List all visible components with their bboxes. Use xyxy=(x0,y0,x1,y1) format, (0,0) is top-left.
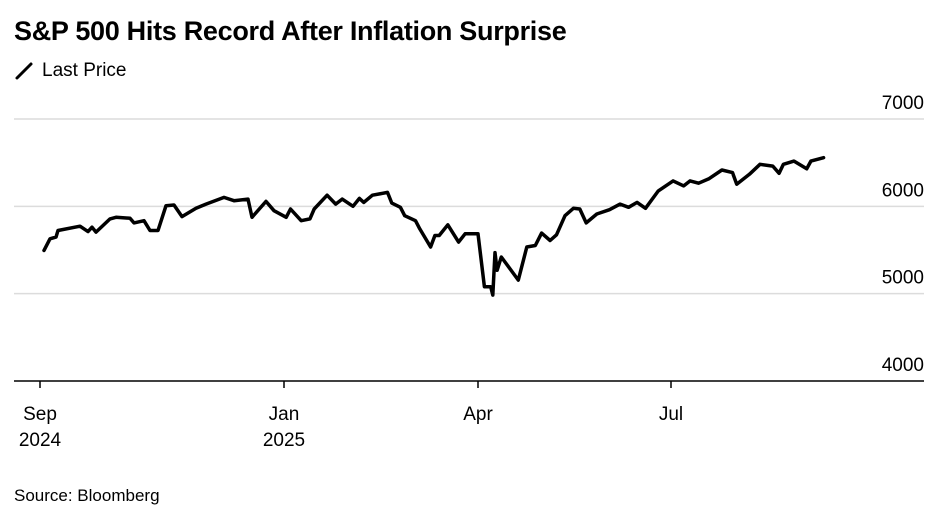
y-tick-label: 5000 xyxy=(882,268,924,289)
y-tick-label: 6000 xyxy=(882,180,924,201)
x-tick-label: Jul xyxy=(659,404,683,425)
series-line-last-price xyxy=(42,155,826,297)
source-note: Source: Bloomberg xyxy=(14,486,160,505)
x-tick-label: Sep xyxy=(23,404,57,425)
legend-label: Last Price xyxy=(42,60,127,81)
legend: Last Price xyxy=(14,60,126,82)
x-tick-year-label: 2024 xyxy=(19,430,62,451)
y-tick-label: 4000 xyxy=(882,355,924,376)
x-tick-label: Apr xyxy=(463,404,493,425)
x-tick-label: Jan xyxy=(269,404,300,425)
x-tick-year-label: 2025 xyxy=(263,430,305,451)
line-swatch-icon xyxy=(15,62,33,80)
y-tick-label: 7000 xyxy=(882,93,924,114)
chart-title: S&P 500 Hits Record After Inflation Surp… xyxy=(14,16,567,46)
